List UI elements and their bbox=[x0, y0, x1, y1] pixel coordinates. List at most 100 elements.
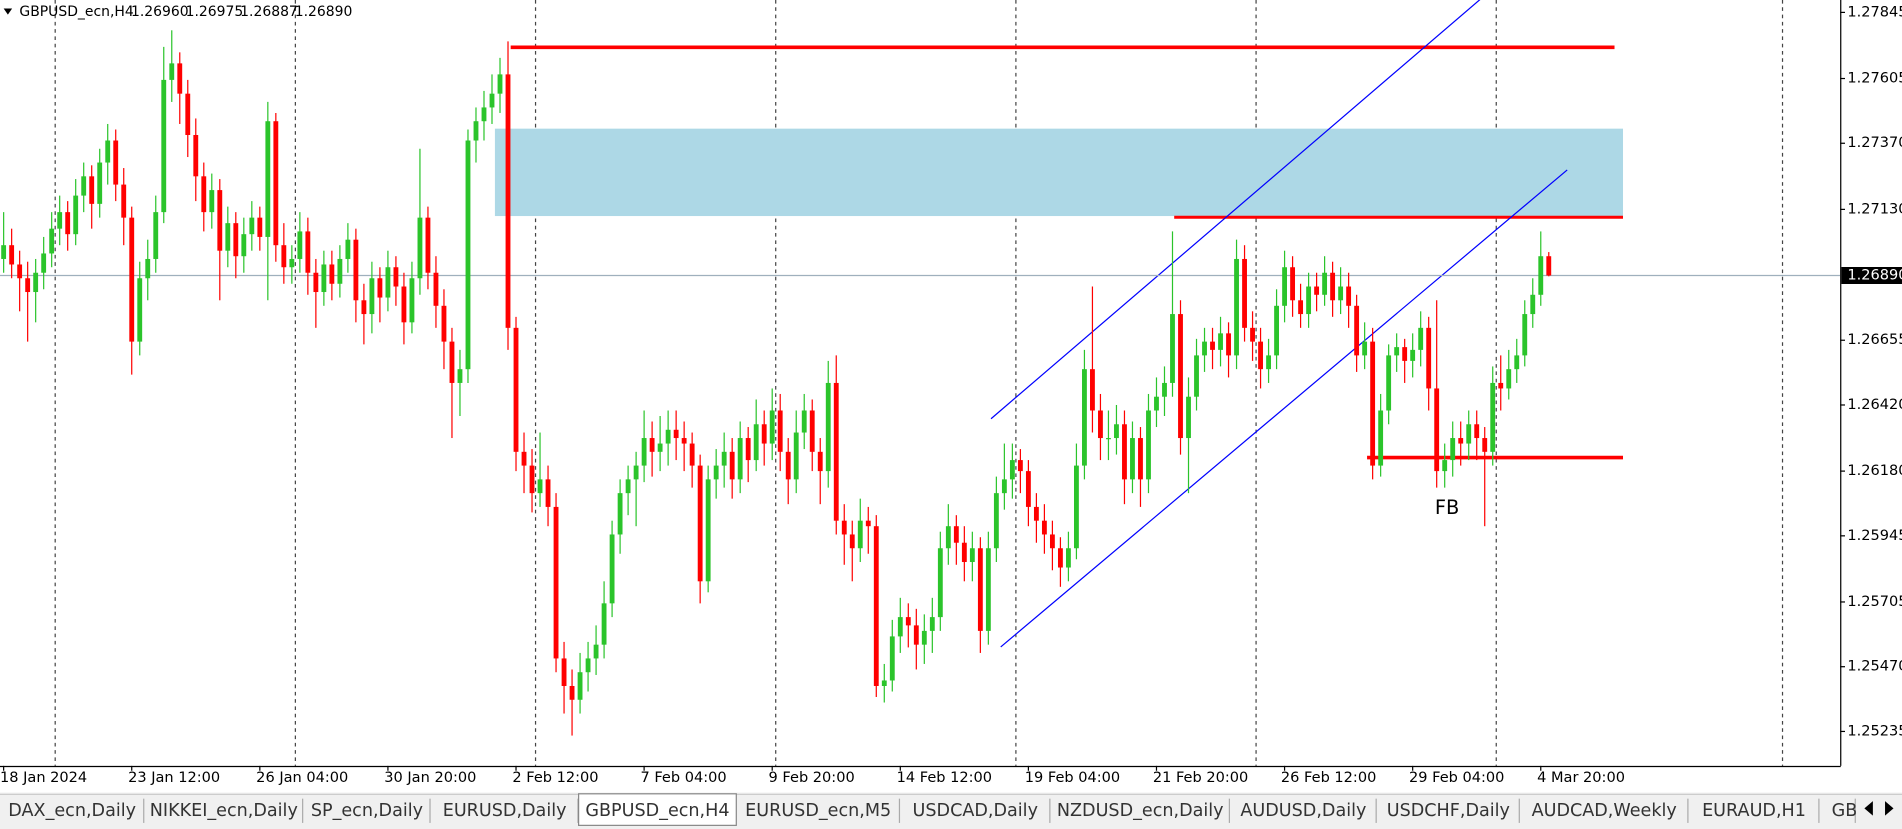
tab-label[interactable]: AUDCAD,Weekly bbox=[1532, 801, 1677, 821]
tab-label[interactable]: EURUSD_ecn,M5 bbox=[745, 801, 891, 821]
candle-body bbox=[801, 410, 807, 433]
tab-label[interactable]: USDCAD,Daily bbox=[913, 801, 1038, 821]
candle-body bbox=[1033, 506, 1039, 521]
candle-body bbox=[521, 451, 527, 466]
candle-body bbox=[753, 424, 759, 461]
candle-body bbox=[841, 520, 847, 535]
candle-body bbox=[457, 369, 463, 383]
candle-body bbox=[937, 548, 943, 618]
candle-body bbox=[697, 465, 703, 582]
candle-body bbox=[769, 410, 775, 444]
candle-body bbox=[1242, 258, 1247, 328]
y-tick-label: 1.26420 bbox=[1847, 396, 1902, 413]
candle-body bbox=[233, 223, 239, 257]
tab-label[interactable]: NZDUSD_ecn,Daily bbox=[1057, 801, 1224, 821]
candle-body bbox=[897, 617, 903, 637]
tab-label[interactable]: SP_ecn,Daily bbox=[311, 801, 423, 821]
candle-body bbox=[817, 451, 823, 472]
close-price: 1.26890 bbox=[295, 4, 353, 20]
candle-body bbox=[657, 443, 663, 452]
candle-body bbox=[1234, 258, 1239, 356]
tab-label[interactable]: DAX_ecn,Daily bbox=[8, 801, 136, 821]
candle-body bbox=[1, 245, 7, 259]
channel-line bbox=[990, 0, 1481, 420]
channel-line bbox=[1000, 169, 1568, 648]
current-price-label: 1.26890 bbox=[1847, 266, 1902, 283]
candle-body bbox=[241, 234, 247, 257]
candle-body bbox=[257, 217, 263, 237]
candle-body bbox=[593, 644, 599, 659]
tab-label[interactable]: EURUSD,Daily bbox=[443, 801, 567, 821]
candle-body bbox=[873, 526, 879, 686]
candle-body bbox=[1370, 341, 1376, 466]
candle-body bbox=[617, 493, 623, 535]
drawing-objects bbox=[494, 0, 1624, 648]
menu-arrow[interactable] bbox=[3, 8, 13, 15]
candle-body bbox=[313, 272, 319, 293]
candle-body bbox=[641, 438, 647, 466]
candle-body bbox=[1314, 286, 1320, 295]
candle-body bbox=[1546, 256, 1552, 276]
candle-body bbox=[745, 438, 751, 461]
candle-body bbox=[1458, 438, 1464, 444]
candle-body bbox=[329, 264, 335, 284]
candle-body bbox=[465, 140, 471, 370]
candle-body bbox=[1346, 286, 1352, 306]
candle-body bbox=[1146, 410, 1151, 480]
candle-body bbox=[273, 121, 279, 246]
candle-body bbox=[609, 534, 615, 604]
x-tick-label: 7 Feb 04:00 bbox=[640, 769, 726, 786]
candle-body bbox=[1522, 314, 1528, 356]
candle-body bbox=[1057, 548, 1063, 568]
scroll-left[interactable] bbox=[1864, 801, 1873, 816]
candle-body bbox=[209, 190, 215, 213]
tab-label[interactable]: USDCHF,Daily bbox=[1387, 801, 1510, 821]
candle-body bbox=[529, 465, 535, 494]
candle-body bbox=[673, 429, 679, 439]
axes: 1.27845 1.27605 1.27370 1.27130 1.26655 1.264… bbox=[0, 3, 1902, 786]
candle-body bbox=[537, 479, 543, 494]
candle-body bbox=[441, 305, 447, 342]
chart-header: GBPUSD_ecn,H4 1.26960 1.26975 1.26887 1.… bbox=[3, 4, 353, 20]
candle-body bbox=[977, 548, 983, 631]
symbol: GBPUSD_ecn,H4 bbox=[19, 4, 133, 20]
candle-body bbox=[705, 479, 711, 582]
open-price: 1.26960 bbox=[131, 4, 189, 20]
candle-body bbox=[9, 245, 15, 265]
candle-body bbox=[1282, 267, 1288, 306]
candle-body bbox=[1170, 314, 1175, 383]
candle-body bbox=[497, 74, 503, 94]
candle-body bbox=[449, 341, 455, 383]
candle-body bbox=[665, 429, 671, 444]
x-tick-label: 26 Jan 04:00 bbox=[256, 769, 348, 786]
candle-body bbox=[1258, 341, 1263, 370]
candle-body bbox=[505, 74, 511, 328]
candle-body bbox=[33, 272, 39, 293]
candle-body bbox=[105, 140, 111, 163]
candle-body bbox=[585, 658, 591, 673]
current-price-box bbox=[1841, 267, 1902, 284]
candle-body bbox=[489, 93, 495, 108]
candle-body bbox=[1322, 272, 1328, 295]
candle-body bbox=[1538, 256, 1544, 295]
candle-body bbox=[377, 278, 383, 298]
y-tick-label: 1.27130 bbox=[1847, 200, 1902, 217]
x-tick-label: 26 Feb 12:00 bbox=[1281, 769, 1376, 786]
high-price: 1.26975 bbox=[186, 4, 244, 20]
tab-label[interactable]: GBI bbox=[1832, 801, 1863, 821]
tab-active[interactable] bbox=[577, 793, 737, 826]
candle-body bbox=[625, 479, 631, 494]
candle-body bbox=[1418, 327, 1424, 350]
candle-body bbox=[81, 176, 87, 196]
candle-body bbox=[1154, 396, 1159, 411]
scroll-right[interactable] bbox=[1885, 801, 1894, 816]
candle-body bbox=[1498, 382, 1504, 389]
candle-body bbox=[1530, 294, 1536, 315]
tab-label[interactable]: AUDUSD,Daily bbox=[1240, 801, 1366, 821]
tab-label[interactable]: EURAUD,H1 bbox=[1702, 801, 1806, 821]
tab-label-active[interactable]: GBPUSD_ecn,H4 bbox=[585, 801, 729, 821]
tab-label[interactable]: NIKKEI_ecn,Daily bbox=[150, 801, 298, 821]
candle-body bbox=[1474, 424, 1480, 439]
candle-body bbox=[969, 548, 975, 563]
